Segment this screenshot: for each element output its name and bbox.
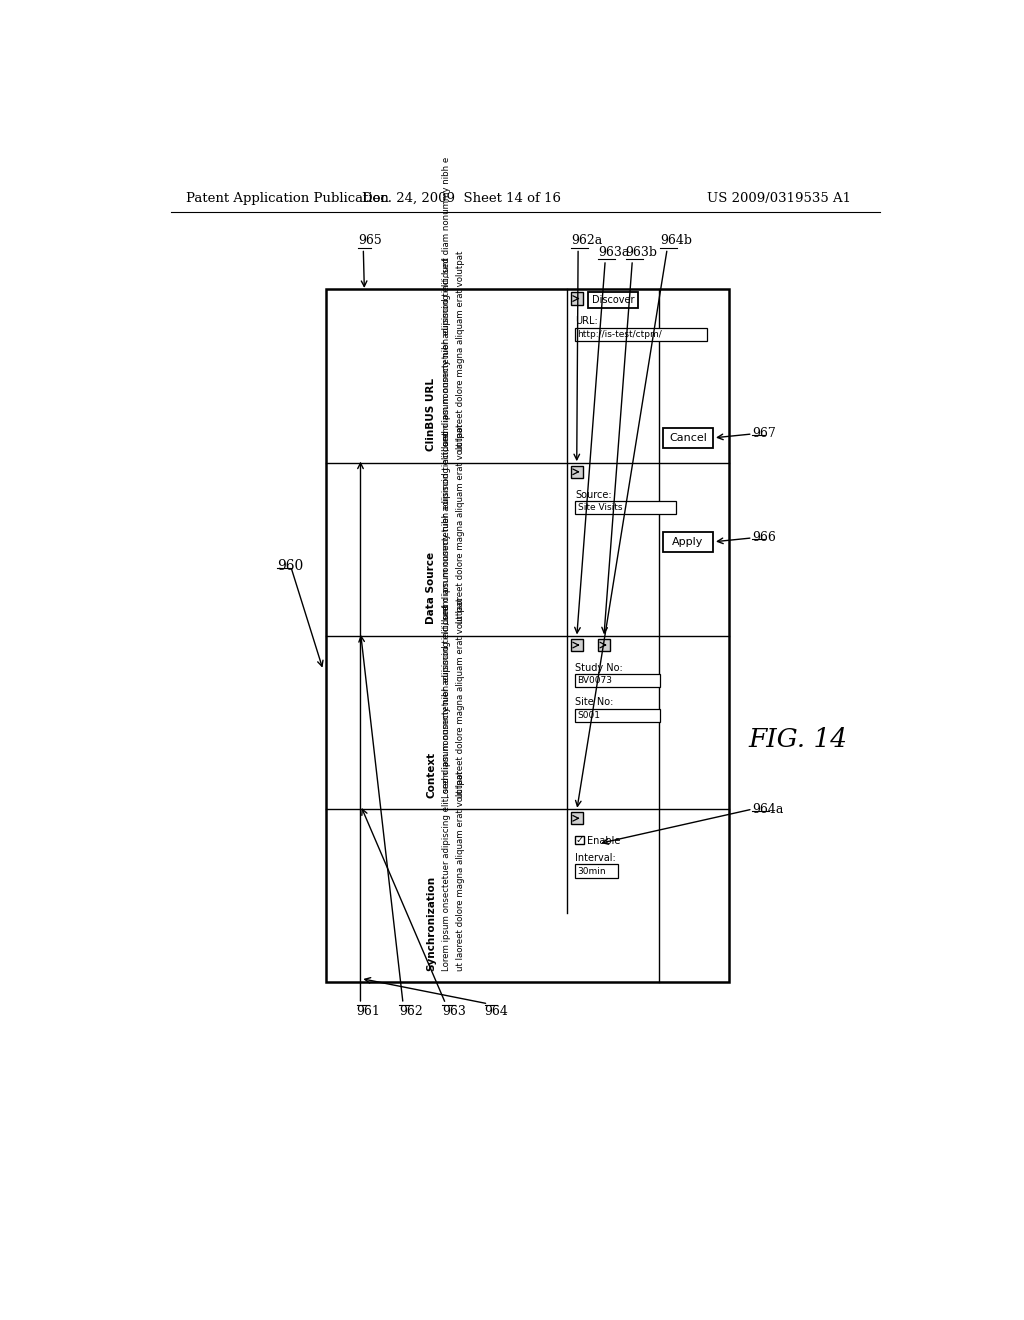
Bar [663,532,713,552]
Bar [575,709,660,722]
Text: 964a: 964a [752,803,783,816]
Text: Dec. 24, 2009  Sheet 14 of 16: Dec. 24, 2009 Sheet 14 of 16 [361,191,561,205]
Text: Lorem ipsum onsectetuer adipiscing elit, sed diam nonummy nibh euismod tincidunt: Lorem ipsum onsectetuer adipiscing elit,… [442,84,451,451]
Bar [570,639,583,651]
Bar [588,293,638,308]
Text: 965: 965 [358,234,382,247]
Bar [575,836,584,845]
Text: 962a: 962a [571,234,602,247]
Text: Apply: Apply [672,537,703,546]
Text: 964b: 964b [660,234,692,247]
Text: 966: 966 [752,532,776,544]
Text: Site No:: Site No: [575,697,613,708]
Text: 30min: 30min [578,866,606,875]
Text: URL:: URL: [575,317,598,326]
Text: US 2009/0319535 A1: US 2009/0319535 A1 [707,191,851,205]
Text: Study No:: Study No: [575,663,623,673]
Bar [575,327,707,341]
Text: Enable: Enable [587,836,621,846]
Text: Site Visits: Site Visits [578,503,622,512]
Text: http://is-test/ctpm/: http://is-test/ctpm/ [578,330,663,339]
Bar [575,502,676,515]
Bar [326,289,729,982]
Text: BV0073: BV0073 [578,676,612,685]
Bar [575,675,660,688]
Text: Source:: Source: [575,490,611,499]
Text: 964: 964 [484,1006,508,1019]
Text: 963: 963 [442,1006,466,1019]
Text: ut laoreet dolore magna aliquam erat volutpat: ut laoreet dolore magna aliquam erat vol… [456,424,465,624]
Bar [570,812,583,825]
Text: Lorem ipsum onsectetuer adipiscing elit, sed diam nonummy nibh euismod tincidunt: Lorem ipsum onsectetuer adipiscing elit,… [442,430,451,797]
Bar [570,293,583,305]
Text: Lorem ipsum onsectetuer adipiscing elit, sed diam nonummy nibh euismod tincidunt: Lorem ipsum onsectetuer adipiscing elit,… [442,257,451,624]
Bar [598,639,610,651]
Text: Synchronization: Synchronization [426,875,436,970]
Text: Interval:: Interval: [575,853,615,863]
Text: ut laoreet dolore magna aliquam erat volutpat: ut laoreet dolore magna aliquam erat vol… [456,597,465,797]
Text: 963a: 963a [598,246,630,259]
Text: 967: 967 [752,428,775,441]
Bar [570,466,583,478]
Text: Lorem ipsum onsectetuer adipiscing elit, sed diam nonummy nibh euismod tincidunt: Lorem ipsum onsectetuer adipiscing elit,… [442,605,451,970]
Text: Cancel: Cancel [669,433,707,444]
Text: ✓: ✓ [575,834,584,845]
Text: 963b: 963b [626,246,657,259]
Text: Discover: Discover [592,296,634,305]
Bar [575,865,617,878]
Text: FIG. 14: FIG. 14 [748,727,847,752]
Text: ut laoreet dolore magna aliquam erat volutpat: ut laoreet dolore magna aliquam erat vol… [456,251,465,451]
Text: Context: Context [426,751,436,797]
Text: 962: 962 [399,1006,423,1019]
Text: ut laoreet dolore magna aliquam erat volutpat: ut laoreet dolore magna aliquam erat vol… [456,771,465,970]
Text: 961: 961 [356,1006,381,1019]
Text: Data Source: Data Source [426,552,436,624]
Text: 960: 960 [276,560,303,573]
Text: Patent Application Publication: Patent Application Publication [186,191,389,205]
Bar [663,428,713,447]
Text: ClinBUS URL: ClinBUS URL [426,378,436,451]
Text: S001: S001 [578,711,600,719]
